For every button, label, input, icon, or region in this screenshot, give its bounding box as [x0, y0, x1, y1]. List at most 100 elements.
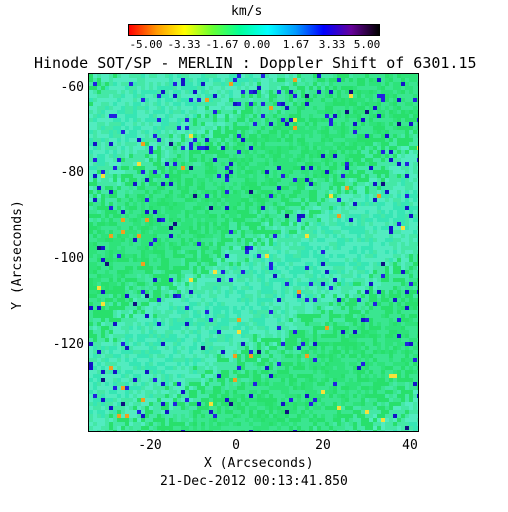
map-pixel: [197, 150, 201, 154]
map-pixel: [241, 286, 245, 290]
map-pixel: [285, 166, 289, 170]
map-pixel: [157, 182, 161, 186]
map-pixel: [157, 174, 161, 178]
map-pixel: [109, 170, 113, 174]
map-pixel: [189, 302, 193, 306]
map-pixel: [149, 238, 153, 242]
map-pixel: [325, 86, 329, 90]
map-pixel: [281, 290, 285, 294]
map-pixel: [213, 270, 217, 274]
map-pixel: [377, 142, 381, 146]
map-pixel: [385, 170, 389, 174]
map-pixel: [237, 258, 241, 262]
map-pixel: [177, 194, 181, 198]
map-pixel: [305, 166, 309, 170]
map-pixel: [189, 182, 193, 186]
map-pixel: [265, 254, 269, 258]
map-pixel: [169, 178, 173, 182]
map-pixel: [365, 174, 369, 178]
map-pixel: [121, 282, 125, 286]
map-pixel: [341, 194, 345, 198]
map-pixel: [329, 254, 333, 258]
map-pixel: [257, 146, 261, 150]
map-pixel: [405, 230, 409, 234]
map-pixel: [309, 142, 313, 146]
map-pixel: [185, 150, 189, 154]
map-pixel: [369, 78, 373, 82]
map-pixel: [373, 270, 377, 274]
map-pixel: [353, 210, 357, 214]
map-pixel: [101, 274, 105, 278]
map-pixel: [409, 266, 413, 270]
map-pixel: [273, 110, 277, 114]
map-pixel: [249, 186, 253, 190]
map-pixel: [369, 278, 373, 282]
map-pixel: [249, 174, 253, 178]
map-pixel: [277, 310, 281, 314]
map-pixel: [189, 138, 193, 142]
map-pixel: [289, 102, 293, 106]
map-pixel: [229, 250, 233, 254]
map-pixel: [385, 310, 389, 314]
map-pixel: [345, 258, 349, 262]
map-pixel: [253, 230, 257, 234]
map-pixel: [125, 274, 129, 278]
map-pixel: [337, 206, 341, 210]
map-pixel: [249, 138, 253, 142]
map-pixel: [241, 270, 245, 274]
map-pixel: [89, 126, 93, 130]
map-pixel: [109, 294, 113, 298]
map-pixel: [157, 162, 161, 166]
map-pixel: [405, 270, 409, 274]
map-pixel: [385, 250, 389, 254]
map-pixel: [177, 162, 181, 166]
map-pixel: [181, 198, 185, 202]
map-pixel: [293, 166, 297, 170]
map-pixel: [105, 270, 109, 274]
map-pixel: [221, 182, 225, 186]
map-pixel: [397, 206, 401, 210]
map-pixel: [189, 258, 193, 262]
map-pixel: [141, 198, 145, 202]
map-pixel: [249, 298, 253, 302]
map-pixel: [149, 234, 153, 238]
map-pixel: [417, 234, 418, 238]
map-pixel: [309, 122, 313, 126]
map-pixel: [329, 154, 333, 158]
map-pixel: [117, 274, 121, 278]
map-pixel: [105, 306, 109, 310]
map-pixel: [213, 286, 217, 290]
map-pixel: [357, 278, 361, 282]
map-pixel: [401, 266, 405, 270]
map-pixel: [137, 186, 141, 190]
map-pixel: [125, 170, 129, 174]
map-pixel: [321, 166, 325, 170]
map-pixel: [301, 254, 305, 258]
map-pixel: [129, 186, 133, 190]
colorbar-tick-label: -5.00: [129, 38, 163, 51]
map-pixel: [409, 158, 413, 162]
map-pixel: [149, 182, 153, 186]
map-pixel: [349, 222, 353, 226]
map-pixel: [185, 250, 189, 254]
map-pixel: [101, 286, 105, 290]
map-pixel: [193, 246, 197, 250]
map-pixel: [369, 218, 373, 222]
map-pixel: [365, 106, 369, 110]
map-pixel: [97, 298, 101, 302]
map-pixel: [253, 190, 257, 194]
map-pixel: [97, 290, 101, 294]
map-pixel: [309, 278, 313, 282]
map-pixel: [377, 174, 381, 178]
map-pixel: [185, 102, 189, 106]
map-pixel: [229, 194, 233, 198]
map-pixel: [345, 238, 349, 242]
map-pixel: [257, 74, 261, 78]
map-pixel: [381, 246, 385, 250]
map-pixel: [145, 226, 149, 230]
map-pixel: [149, 82, 153, 86]
map-pixel: [337, 282, 341, 286]
map-pixel: [389, 74, 393, 78]
map-pixel: [325, 102, 329, 106]
map-pixel: [345, 218, 349, 222]
